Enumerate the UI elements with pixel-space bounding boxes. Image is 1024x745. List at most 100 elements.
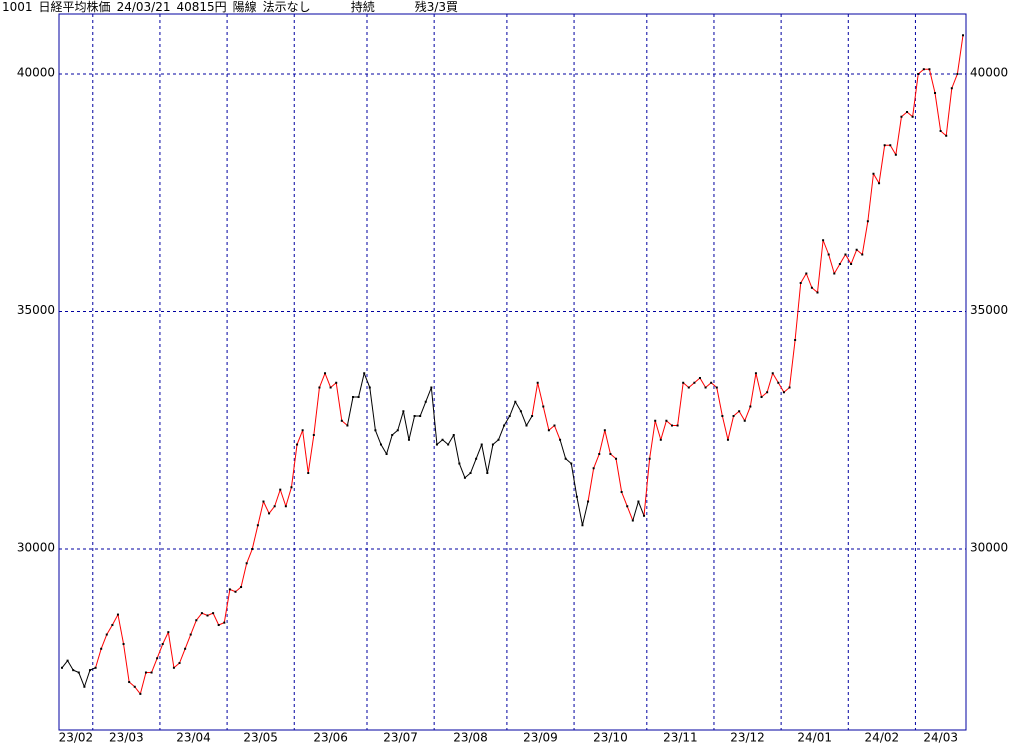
price-segment [744,406,751,421]
price-segment [621,491,628,507]
price-dot [693,381,696,384]
price-dot [771,372,774,375]
price-dot [833,272,836,275]
price-dot [128,681,131,684]
price-segment [839,254,846,265]
price-segment [402,411,410,440]
price-segment [526,415,533,426]
price-dot [357,396,360,399]
price-segment [117,614,125,645]
price-dot [66,659,69,662]
price-segment [889,144,897,156]
price-segment [867,173,874,222]
price-segment [374,430,382,445]
price-segment [251,525,259,550]
price-dot [827,253,830,256]
price-segment [111,614,119,626]
price-segment [699,377,707,388]
price-segment [570,463,578,497]
price-segment [481,444,488,474]
price-dot [94,666,97,669]
price-segment [453,434,460,464]
price-segment [537,382,544,407]
price-dot [631,519,634,522]
price-dot [452,434,455,437]
price-dot [670,424,673,427]
price-segment [285,487,292,507]
plot-frame [58,13,967,731]
price-segment [581,501,589,526]
price-segment [223,589,231,623]
price-segment [100,634,108,649]
price-segment [677,382,684,426]
price-segment [184,634,192,649]
price-segment [895,116,902,155]
date: 24/03/21 [116,0,171,14]
price-dot [889,144,892,147]
price-dot [116,613,119,616]
price-segment [486,444,494,474]
price-dot [922,68,925,71]
price-segment [956,35,964,75]
price-dot [273,505,276,508]
price-dot [172,666,175,669]
price-dot [335,381,338,384]
price-dot [200,612,203,615]
price-dot [648,457,651,460]
price-dot [682,381,685,384]
price-segment [637,501,645,516]
price-segment [95,648,102,668]
price-segment [408,415,416,440]
price-dot [189,633,192,636]
price-segment [475,444,483,459]
price-dot [251,548,254,551]
price-segment [498,425,505,440]
price-dot [598,453,601,456]
price-dot [531,415,534,418]
price-dot [497,438,500,441]
price-segment [83,669,91,687]
price-dot [749,405,752,408]
price-segment [861,221,869,255]
price-segment [290,444,298,488]
price-dot [950,87,953,90]
price-segment [749,373,757,407]
price-dot [133,685,136,688]
price-dot [547,429,550,432]
price-segment [195,612,203,621]
price-segment [386,434,393,455]
price-dot [424,400,427,403]
price-segment [302,430,309,474]
price-segment [151,658,158,673]
y-tick-label-right: 40000 [970,65,1008,79]
price-dot [61,666,63,669]
price-dot [385,453,388,456]
x-tick-label: 23/02 [59,731,94,745]
price-dot [754,372,757,375]
price-dot [542,405,545,408]
price-dot [760,396,763,399]
price-dot [592,467,595,470]
price-dot [223,621,226,624]
price-segment [531,382,539,417]
x-tick-label: 23/07 [383,731,418,745]
price-segment [279,489,287,507]
price-dot [363,372,366,375]
price-segment [755,373,763,398]
price-segment [419,401,427,417]
price-segment [447,434,455,445]
x-tick-label: 23/12 [730,731,765,745]
price-segment [514,401,522,412]
price-segment [615,458,623,493]
price-segment [346,396,354,426]
price-dot [570,462,573,465]
trend: 持続 [350,0,375,14]
price-segment [313,387,320,436]
price-dot [855,248,858,251]
price-dot [475,457,478,460]
price-segment [626,506,634,521]
x-tick-label: 24/03 [923,731,958,745]
price-segment [503,415,511,426]
